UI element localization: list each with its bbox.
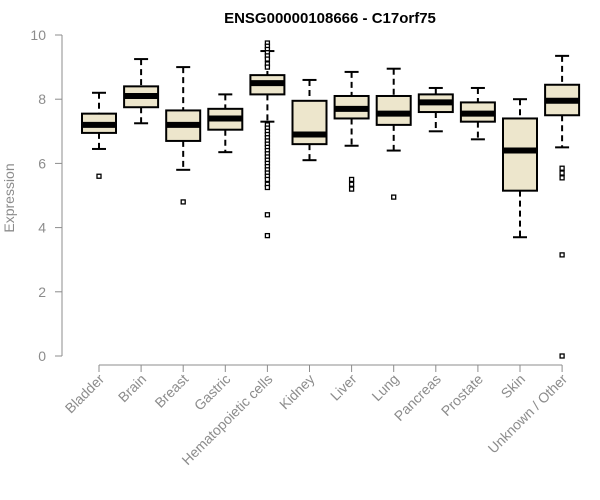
- outlier-point: [264, 232, 271, 239]
- box-gastric: [207, 93, 244, 154]
- y-tick-label: 8: [38, 91, 46, 107]
- outlier-point: [348, 181, 355, 187]
- box-brain: [123, 58, 160, 125]
- outlier-point: [180, 199, 186, 205]
- box-breast: [165, 66, 202, 205]
- y-tick-label: 6: [38, 155, 46, 171]
- outlier-point: [559, 175, 565, 181]
- outlier-point: [348, 186, 355, 192]
- box-iqr: [502, 117, 538, 192]
- outlier-point: [559, 252, 565, 258]
- x-tick-label: Skin: [498, 371, 529, 402]
- outlier-point: [559, 353, 565, 359]
- y-tick-label: 2: [38, 284, 46, 300]
- x-tick-label: Kidney: [276, 371, 318, 413]
- x-tick-label: Lung: [368, 371, 401, 404]
- box-iqr: [375, 94, 412, 126]
- y-tick-label: 10: [30, 27, 46, 43]
- box-bladder: [81, 91, 117, 179]
- chart-title: ENSG00000108666 - C17orf75: [224, 10, 436, 27]
- outlier-point: [264, 56, 271, 62]
- outlier-point: [559, 170, 565, 176]
- x-tick-label: Unknown / Other: [485, 371, 571, 457]
- plot-area: [81, 40, 581, 359]
- outlier-point: [264, 184, 271, 191]
- x-tick-label: Bladder: [62, 371, 108, 417]
- outlier-point: [96, 173, 102, 179]
- box-skin: [502, 98, 538, 239]
- outlier-point: [264, 212, 271, 218]
- outlier-point: [348, 176, 355, 183]
- box-unknown-other: [544, 54, 581, 359]
- x-tick-label: Pancreas: [391, 371, 444, 424]
- box-kidney: [291, 78, 328, 162]
- box-hematopoietic-cells: [249, 40, 286, 239]
- box-liver: [333, 70, 370, 192]
- y-tick-label: 0: [38, 348, 46, 364]
- outlier-point: [559, 165, 565, 171]
- y-axis-label: Expression: [1, 163, 17, 232]
- x-tick-label: Breast: [151, 371, 191, 411]
- x-tick-label: Brain: [115, 371, 149, 405]
- x-tick-label: Liver: [327, 371, 360, 404]
- box-pancreas: [417, 86, 454, 133]
- outlier-point: [264, 64, 271, 70]
- x-tick-label: Prostate: [438, 371, 486, 419]
- y-axis: 0 2 4 6 8 10: [30, 27, 63, 364]
- outlier-point: [391, 194, 397, 200]
- outlier-point: [264, 176, 271, 183]
- box-lung: [375, 67, 412, 200]
- box-prostate: [459, 86, 496, 141]
- y-tick-label: 4: [38, 220, 46, 236]
- box-iqr: [291, 99, 328, 146]
